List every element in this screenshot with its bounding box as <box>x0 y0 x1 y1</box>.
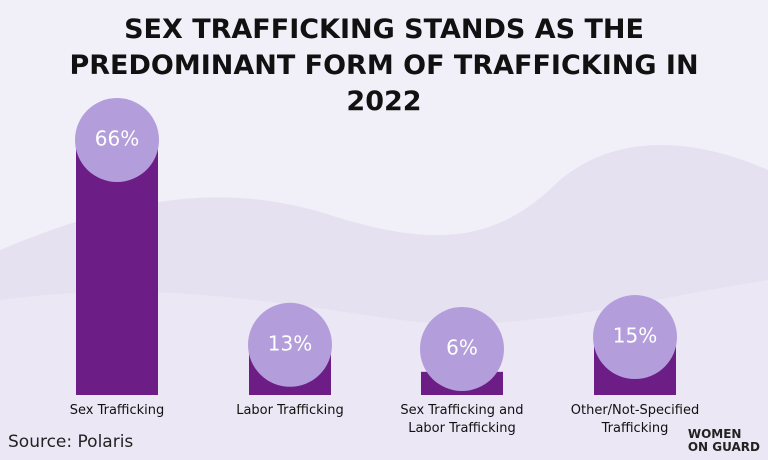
value-label: 66% <box>95 127 139 151</box>
logo: WOMEN ON GUARD <box>688 428 760 454</box>
category-label: Other/Not-Specified Trafficking <box>570 403 700 436</box>
logo-line: ON GUARD <box>687 440 760 454</box>
category-label: Sex Trafficking <box>69 403 165 418</box>
chart-title: SEX TRAFFICKING STANDS AS THE PREDOMINAN… <box>69 14 699 117</box>
value-label: 15% <box>613 324 657 348</box>
source: Source: Polaris <box>8 432 134 452</box>
bar <box>76 140 158 395</box>
value-label: 6% <box>446 336 478 360</box>
value-badge <box>420 307 504 391</box>
value-badge <box>593 295 677 380</box>
value-badge <box>248 302 332 387</box>
category-label: Labor Trafficking <box>236 403 344 418</box>
value-label: 13% <box>268 331 312 355</box>
background-wave <box>0 280 768 460</box>
logo-line: WOMEN <box>687 427 742 441</box>
value-badge <box>75 98 159 182</box>
category-label: Sex Trafficking and Labor Trafficking <box>400 403 524 436</box>
